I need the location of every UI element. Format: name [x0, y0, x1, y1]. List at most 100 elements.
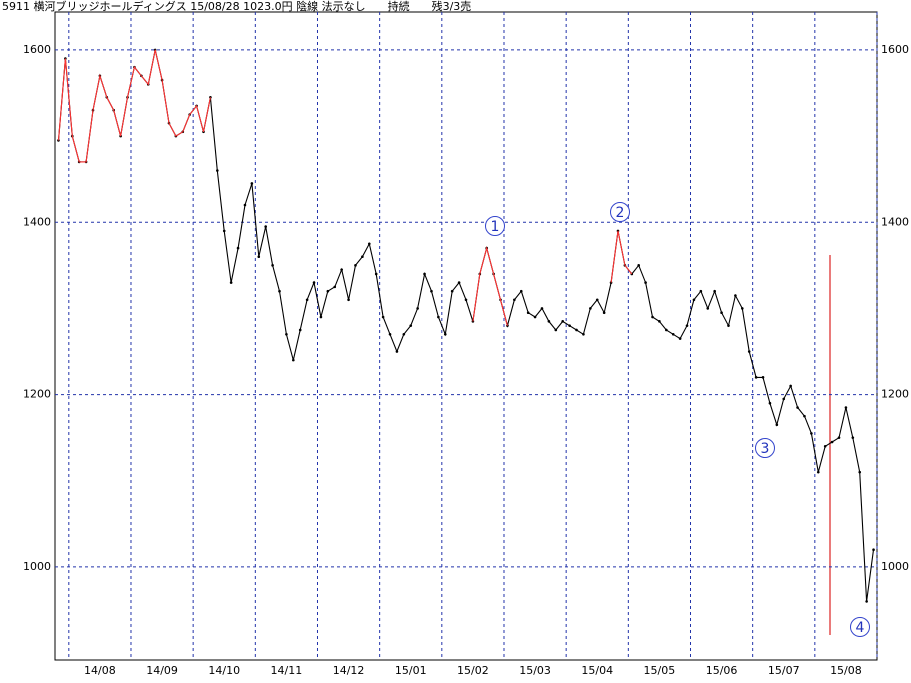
- x-tick-label: 15/01: [395, 664, 427, 677]
- price-point: [685, 324, 689, 327]
- price-point: [671, 332, 675, 336]
- annotation-circle: [485, 216, 505, 236]
- price-point: [692, 298, 696, 302]
- x-tick-label: 15/03: [519, 664, 551, 677]
- y-tick-label-right: 1000: [881, 560, 909, 573]
- y-tick-label-right: 1200: [881, 388, 909, 401]
- x-tick-label: 14/10: [208, 664, 240, 677]
- price-point: [216, 169, 219, 172]
- price-point: [464, 298, 468, 302]
- price-point: [858, 470, 862, 474]
- price-point: [727, 324, 730, 327]
- price-point: [319, 315, 323, 319]
- price-point: [595, 298, 599, 302]
- x-tick-label: 14/09: [146, 664, 178, 677]
- price-point: [374, 272, 378, 276]
- price-point: [437, 315, 440, 319]
- price-point: [768, 401, 772, 405]
- price-point: [844, 406, 848, 409]
- price-point: [644, 281, 647, 284]
- price-point: [568, 324, 571, 327]
- price-point: [278, 289, 281, 293]
- x-tick-label: 15/06: [706, 664, 738, 677]
- price-point: [761, 376, 765, 379]
- price-point: [526, 311, 530, 315]
- chart-title: 5911 横河ブリッジホールディングス 15/08/28 1023.0円 陰線 …: [2, 0, 471, 13]
- price-point: [264, 225, 267, 228]
- price-point: [796, 406, 799, 409]
- annotation-circle: [755, 438, 775, 458]
- price-point: [658, 320, 661, 323]
- price-point: [326, 289, 330, 293]
- price-point: [699, 289, 703, 293]
- price-point: [554, 328, 558, 332]
- annotation-circle: [850, 617, 870, 637]
- y-tick-label: 1200: [23, 388, 51, 401]
- price-point: [513, 298, 516, 302]
- price-point: [810, 432, 813, 435]
- x-tick-label: 15/02: [457, 664, 489, 677]
- price-point: [782, 397, 786, 401]
- x-tick-label: 14/11: [271, 664, 303, 677]
- x-tick-label: 14/08: [84, 664, 116, 677]
- price-point: [416, 307, 419, 310]
- price-point: [402, 332, 406, 336]
- price-point: [388, 332, 392, 336]
- price-point: [823, 444, 827, 448]
- price-point: [803, 414, 806, 418]
- annotation: 4: [856, 620, 865, 636]
- x-tick-label: 15/04: [581, 664, 613, 677]
- price-point: [582, 332, 585, 336]
- price-point: [561, 320, 565, 323]
- x-tick-label: 14/12: [333, 664, 365, 677]
- y-tick-label: 1600: [23, 43, 51, 56]
- price-point: [872, 548, 875, 552]
- price-point: [706, 307, 710, 310]
- price-point: [257, 255, 261, 259]
- price-point: [229, 281, 233, 284]
- price-point: [271, 264, 274, 267]
- price-point: [754, 376, 758, 379]
- price-point: [775, 423, 779, 427]
- price-point: [243, 203, 247, 207]
- price-point: [747, 350, 751, 353]
- x-tick-label: 15/08: [830, 664, 862, 677]
- price-point: [298, 328, 302, 332]
- price-point: [720, 311, 723, 315]
- price-point: [816, 470, 820, 474]
- price-point: [589, 307, 592, 310]
- price-point: [347, 298, 350, 302]
- price-line: [57, 49, 633, 326]
- price-point: [575, 328, 578, 332]
- price-point: [547, 320, 551, 323]
- price-point: [312, 281, 316, 284]
- price-point: [651, 315, 654, 319]
- annotation: 1: [491, 219, 500, 235]
- price-point: [361, 255, 364, 259]
- price-point: [789, 384, 792, 388]
- price-point: [395, 350, 399, 353]
- y-tick-label: 1000: [23, 560, 51, 573]
- price-point: [851, 436, 855, 439]
- price-point: [292, 358, 295, 362]
- y-tick-label-right: 1600: [881, 43, 909, 56]
- price-point: [367, 242, 371, 246]
- price-point: [533, 315, 537, 319]
- annotation-circle: [610, 202, 630, 222]
- price-point: [865, 600, 868, 603]
- price-point: [340, 268, 343, 271]
- price-point: [381, 315, 385, 319]
- price-point: [741, 307, 744, 310]
- price-point: [430, 289, 433, 293]
- price-point: [423, 272, 426, 276]
- price-point: [333, 285, 337, 289]
- x-tick-label: 15/05: [644, 664, 676, 677]
- price-point: [637, 264, 640, 267]
- price-point: [665, 328, 668, 332]
- price-point: [305, 298, 309, 302]
- y-tick-label-right: 1400: [881, 215, 909, 228]
- price-point: [250, 182, 254, 185]
- annotation: 3: [761, 441, 770, 457]
